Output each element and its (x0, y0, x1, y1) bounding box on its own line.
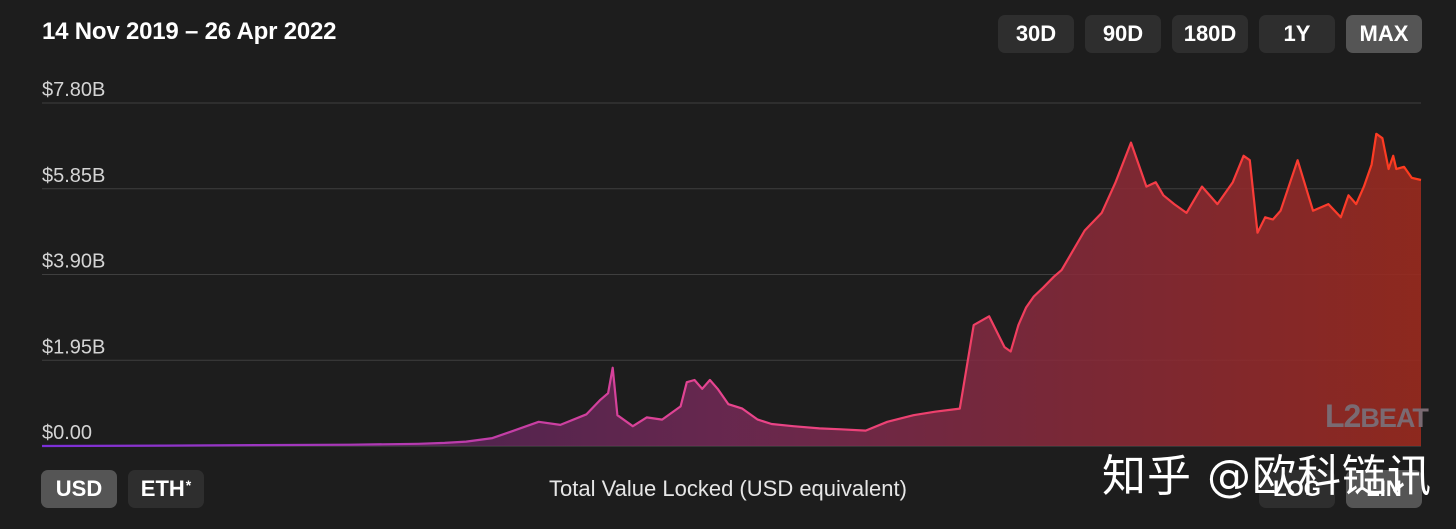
l2beat-logo: L2BEAT (1325, 398, 1429, 434)
watermark-text: 知乎 @欧科链讯 (1102, 451, 1432, 502)
y-tick-label: $0.00 (42, 422, 92, 444)
range-max-button[interactable]: MAX (1346, 15, 1422, 53)
currency-eth-button[interactable]: ETH * (128, 470, 204, 508)
y-tick-label: $5.85B (42, 165, 105, 187)
range-1y-button[interactable]: 1Y (1259, 15, 1335, 53)
scale-lin-button[interactable]: LIN (1346, 470, 1422, 508)
tvl-area-fill (42, 133, 1421, 447)
currency-usd-button[interactable]: USD (41, 470, 117, 508)
chart-caption: Total Value Locked (USD equivalent) (549, 476, 907, 501)
date-range-title: 14 Nov 2019 – 26 Apr 2022 (42, 18, 337, 45)
tvl-line (41, 132, 1422, 448)
scale-log-button[interactable]: LOG (1259, 470, 1335, 508)
y-tick-label: $1.95B (42, 336, 105, 358)
range-180d-button[interactable]: 180D (1172, 15, 1248, 53)
y-tick-label: $7.80B (42, 79, 105, 101)
range-30d-button[interactable]: 30D (998, 15, 1074, 53)
range-90d-button[interactable]: 90D (1085, 15, 1161, 53)
y-tick-label: $3.90B (42, 251, 105, 273)
